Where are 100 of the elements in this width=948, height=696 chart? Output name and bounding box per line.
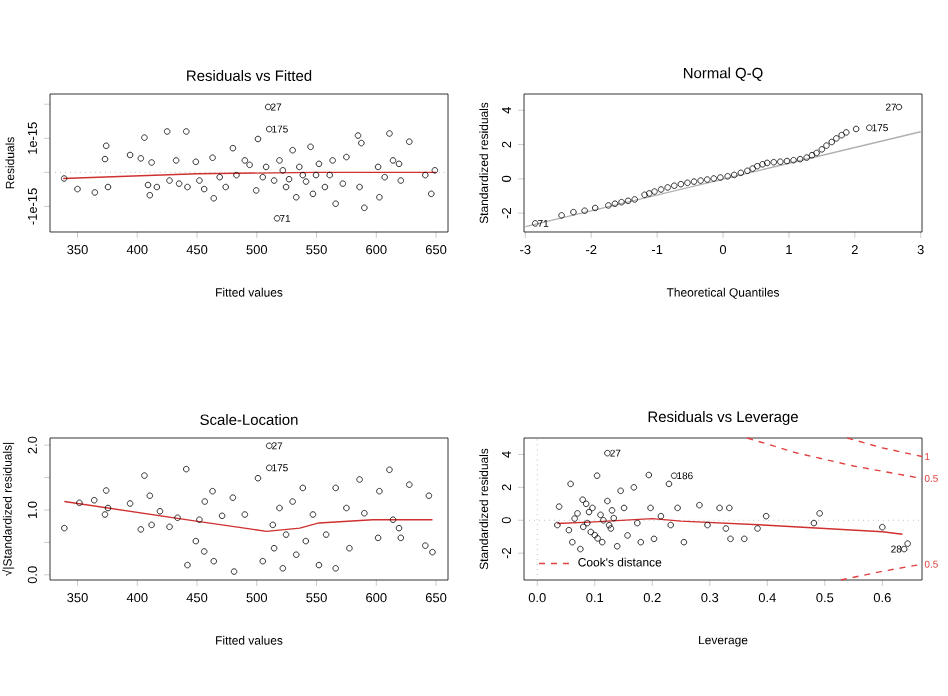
- point: [322, 531, 330, 538]
- point: [230, 568, 238, 575]
- point: [696, 501, 703, 509]
- point: [762, 512, 770, 520]
- point: [754, 525, 761, 532]
- point: [810, 519, 818, 527]
- point: [737, 169, 745, 177]
- point: [580, 523, 587, 531]
- point: [754, 162, 761, 170]
- point: [744, 167, 751, 174]
- point: [579, 496, 586, 503]
- point: [137, 526, 145, 533]
- point: [618, 198, 625, 206]
- point: [104, 504, 112, 512]
- point: [422, 542, 429, 549]
- point: [289, 498, 296, 505]
- point: [808, 152, 816, 159]
- point: [664, 184, 671, 191]
- point: [591, 204, 599, 212]
- point: [581, 207, 588, 214]
- point: [166, 523, 173, 531]
- point: [361, 510, 368, 517]
- point: [309, 511, 317, 518]
- point: [374, 534, 382, 542]
- point: [657, 512, 665, 520]
- point: [594, 535, 601, 542]
- point: [604, 497, 611, 505]
- point: [254, 475, 262, 482]
- point: [429, 548, 436, 556]
- point: [617, 487, 624, 495]
- point: [376, 487, 383, 495]
- point: [671, 182, 678, 189]
- point: [843, 129, 850, 136]
- point: [269, 521, 276, 529]
- point: [763, 159, 771, 167]
- point: [651, 188, 658, 195]
- point: [607, 525, 615, 532]
- point: [828, 138, 835, 146]
- point: [816, 510, 823, 517]
- point: [591, 531, 598, 539]
- point: [585, 508, 593, 516]
- line-series: [63, 500, 434, 533]
- point: [741, 535, 748, 543]
- point: [201, 498, 208, 505]
- point: [704, 521, 711, 529]
- point: [717, 174, 724, 181]
- point: [650, 535, 658, 543]
- point: [597, 511, 604, 519]
- point: [879, 523, 886, 531]
- point: [570, 208, 577, 216]
- point: [346, 545, 353, 552]
- point: [697, 177, 704, 184]
- point: [101, 511, 109, 518]
- point: [397, 534, 404, 542]
- point: [647, 504, 654, 512]
- point: [620, 504, 628, 512]
- point: [611, 200, 619, 207]
- point: [425, 492, 433, 499]
- point: [209, 487, 216, 495]
- point: [605, 522, 613, 529]
- point: [589, 504, 596, 512]
- point: [677, 180, 685, 188]
- point: [91, 497, 98, 504]
- point: [634, 519, 641, 527]
- point: [76, 499, 83, 507]
- point: [724, 173, 731, 180]
- point: [343, 504, 350, 512]
- point: [565, 526, 573, 534]
- point: [146, 492, 154, 499]
- point: [184, 561, 191, 569]
- point: [605, 202, 612, 209]
- point: [148, 521, 155, 529]
- point: [710, 175, 717, 182]
- point: [759, 161, 766, 168]
- point: [270, 545, 278, 552]
- point: [722, 525, 730, 532]
- point: [406, 481, 413, 488]
- point: [796, 155, 804, 163]
- point: [665, 480, 673, 488]
- point: [141, 472, 148, 479]
- point: [299, 484, 306, 492]
- point: [646, 190, 653, 197]
- point: [183, 465, 190, 473]
- point: [777, 158, 784, 165]
- point: [386, 466, 393, 473]
- point: [783, 157, 791, 165]
- point: [282, 531, 290, 538]
- point: [599, 538, 606, 546]
- point: [803, 154, 810, 161]
- point: [196, 516, 203, 523]
- point: [577, 545, 584, 553]
- point: [389, 516, 397, 523]
- point: [126, 500, 134, 507]
- point: [302, 537, 309, 545]
- point: [229, 494, 237, 501]
- point: [259, 558, 266, 565]
- point: [726, 504, 733, 512]
- point: [838, 131, 845, 139]
- point: [356, 476, 363, 483]
- point: [574, 510, 581, 517]
